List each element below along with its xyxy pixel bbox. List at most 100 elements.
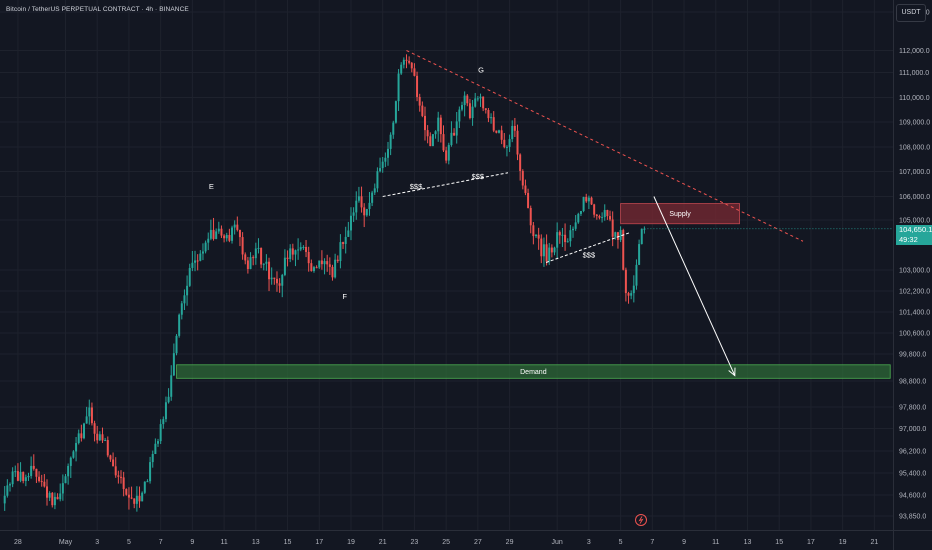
candle-body [11, 471, 14, 485]
candle-body [421, 105, 424, 116]
candle-body [257, 247, 260, 249]
candle-body [188, 267, 191, 286]
candle-body [133, 498, 136, 504]
candle-body [508, 139, 511, 147]
candle-body [416, 75, 419, 97]
candle-body [223, 235, 226, 239]
time-tick-label: 5 [127, 539, 131, 546]
candle-body [228, 234, 231, 241]
candle-body [77, 433, 80, 444]
candle-body [283, 257, 286, 275]
candle-body [347, 230, 350, 237]
candle-body [172, 353, 175, 376]
candle-body [466, 95, 469, 104]
candle-body [207, 238, 210, 243]
candle-body [479, 96, 482, 99]
candle-body [561, 234, 564, 236]
price-tick-label: 110,000.0 [899, 95, 930, 102]
candle-body [609, 216, 612, 220]
candle-body [96, 433, 99, 441]
candle-body [434, 131, 437, 135]
candle-body [252, 257, 255, 259]
candle-body [3, 495, 6, 504]
candle-body [360, 196, 363, 208]
candle-body [14, 471, 17, 473]
wave-label-e: E [209, 182, 214, 191]
candle-body [405, 59, 408, 61]
candle-body [606, 210, 609, 217]
candle-body [582, 197, 585, 212]
price-tick-label: 93,850.0 [899, 514, 926, 521]
candle-body [532, 225, 535, 237]
candle-body [516, 130, 519, 155]
candle-body [566, 241, 569, 243]
candle-body [482, 96, 485, 109]
candle-body [43, 481, 46, 487]
candle-body [85, 416, 88, 424]
candle-body [236, 224, 239, 230]
price-tick-label: 103,000.0 [899, 268, 930, 275]
time-tick-label: 13 [252, 539, 260, 546]
candle-body [233, 224, 236, 228]
currency-unit-button[interactable]: USDT [896, 4, 926, 22]
candle-body [524, 185, 527, 193]
price-tick-label: 95,400.0 [899, 471, 926, 478]
wave-label-f: F [342, 292, 347, 301]
candle-body [577, 213, 580, 223]
candle-body [595, 214, 598, 216]
time-tick-label: 19 [347, 539, 355, 546]
candle-body [106, 440, 109, 456]
candle-body [268, 261, 271, 280]
candle-body [231, 227, 234, 241]
candle-body [254, 248, 257, 259]
candle-body [463, 95, 466, 106]
candle-body [101, 434, 104, 441]
candle-body [143, 481, 146, 493]
candle-body [48, 492, 51, 498]
chart-title: Bitcoin / TetherUS PERPETUAL CONTRACT · … [6, 6, 189, 13]
candle-body [426, 130, 429, 137]
candle-body [402, 59, 405, 65]
candle-body [569, 230, 572, 242]
candle-body [291, 248, 294, 255]
candle-body [461, 105, 463, 110]
candle-body [159, 424, 162, 442]
price-tick-label: 94,600.0 [899, 493, 926, 500]
time-tick-label: 19 [839, 539, 847, 546]
time-tick-label: 29 [506, 539, 514, 546]
candle-body [16, 471, 19, 481]
candle-body [572, 228, 575, 231]
candle-body [519, 154, 522, 171]
candle-body [540, 238, 543, 257]
candle-body [611, 219, 614, 237]
price-tick-label: 106,000.0 [899, 194, 930, 201]
candle-body [574, 222, 577, 229]
candle-body [365, 209, 368, 216]
candle-body [357, 196, 360, 201]
candle-body [151, 454, 154, 463]
candle-body [439, 117, 442, 135]
candle-body [320, 260, 323, 265]
candle-body [112, 459, 115, 467]
candle-body [476, 98, 479, 100]
liquidity-label: $$$ [410, 182, 423, 191]
candle-body [458, 109, 461, 122]
candle-body [59, 493, 62, 500]
candle-body [550, 247, 553, 253]
candle-body [635, 264, 638, 286]
candle-body [373, 188, 376, 193]
candle-body [167, 396, 170, 403]
candle-body [286, 257, 289, 259]
price-tick-label: 107,000.0 [899, 169, 930, 176]
price-tick-label: 96,200.0 [899, 449, 926, 456]
grid [0, 0, 893, 530]
candle-body [35, 468, 38, 477]
candle-body [323, 261, 326, 265]
candle-body [162, 419, 165, 425]
candle-body [294, 250, 297, 255]
candle-body [53, 496, 56, 506]
candle-body [342, 242, 345, 244]
candle-body [201, 251, 204, 254]
